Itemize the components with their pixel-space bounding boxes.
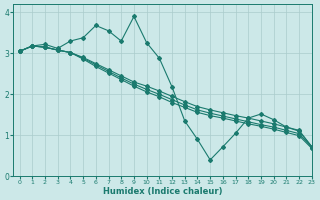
X-axis label: Humidex (Indice chaleur): Humidex (Indice chaleur) [103,187,222,196]
